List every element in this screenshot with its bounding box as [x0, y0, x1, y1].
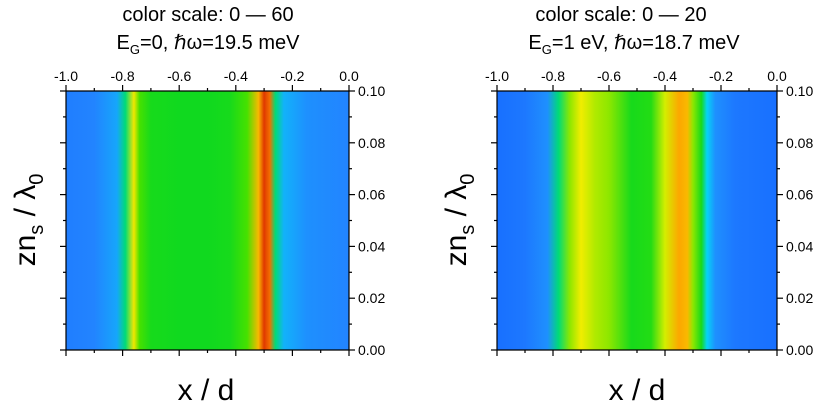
chart-right-ticks: -1.0 -0.8 -0.6 -0.4 -0.2 0.0 0.00 0.02 0.04 0.06 0…	[485, 68, 814, 358]
chart-right-title-line2: EG=1 eV, ℏω=18.7 meV	[528, 32, 740, 57]
chart-right-x-axis-label: x / d	[609, 374, 666, 407]
chart-left-x-tick-label: -1.0	[54, 68, 78, 84]
chart-left-title-line1: color scale: 0 — 60	[122, 4, 293, 26]
chart-left-title-line2: EG=0, ℏω=19.5 meV	[117, 32, 301, 57]
chart-right-x-tick-label: 0.0	[767, 68, 787, 84]
chart-left-y-tick-label: 0.08	[358, 135, 385, 151]
chart-right-title-line1: color scale: 0 — 20	[535, 4, 706, 26]
chart-left-x-tick-label: -0.4	[224, 68, 248, 84]
chart-right-y-axis-label: zns / λ0	[440, 174, 479, 267]
chart-left-x-tick-label: -0.8	[111, 68, 135, 84]
chart-right-y-tick-label: 0.02	[786, 290, 813, 306]
chart-right-y-tick-label: 0.00	[786, 342, 813, 358]
chart-right-heatmap	[497, 91, 777, 350]
chart-right-x-tick-label: -0.2	[709, 68, 733, 84]
chart-left-x-tick-label: 0.0	[339, 68, 359, 84]
chart-left-y-tick-label: 0.02	[358, 290, 385, 306]
chart-left-y-tick-label: 0.10	[358, 83, 385, 99]
chart-left-y-tick-label: 0.04	[358, 238, 385, 254]
chart-right: color scale: 0 — 20 EG=1 eV, ℏω=18.7 meV…	[440, 4, 813, 407]
chart-left-y-axis-label: zns / λ0	[9, 174, 48, 267]
chart-left-y-tick-label: 0.06	[358, 187, 385, 203]
chart-right-y-tick-label: 0.06	[786, 187, 813, 203]
chart-left-y-tick-label: 0.00	[358, 342, 385, 358]
chart-left-ticks: -1.0 -0.8 -0.6 -0.4 -0.2 0.0 0.00 0.02 0.04 0.06 0…	[54, 68, 386, 358]
chart-left-x-tick-label: -0.6	[167, 68, 191, 84]
chart-right-x-tick-label: -0.4	[653, 68, 677, 84]
chart-left-heatmap	[66, 91, 349, 350]
chart-right-y-tick-label: 0.10	[786, 83, 813, 99]
chart-right-x-tick-label: -1.0	[485, 68, 509, 84]
chart-right-y-tick-label: 0.08	[786, 135, 813, 151]
chart-right-x-tick-label: -0.8	[541, 68, 565, 84]
chart-left-x-axis-label: x / d	[178, 374, 235, 407]
chart-left-x-tick-label: -0.2	[280, 68, 304, 84]
chart-right-y-tick-label: 0.04	[786, 238, 813, 254]
chart-left: color scale: 0 — 60 EG=0, ℏω=19.5 meV -1…	[9, 4, 385, 407]
chart-right-x-tick-label: -0.6	[597, 68, 621, 84]
